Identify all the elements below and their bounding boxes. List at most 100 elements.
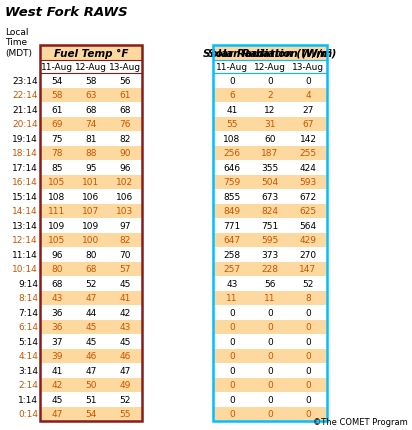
Text: 7:14: 7:14	[18, 308, 38, 317]
Bar	[213, 204, 327, 218]
Bar	[40, 262, 142, 276]
Text: 0: 0	[229, 337, 235, 346]
Bar	[40, 88, 142, 103]
Text: 80: 80	[85, 250, 97, 259]
Text: 22:14: 22:14	[12, 91, 38, 100]
Text: 849: 849	[223, 207, 241, 216]
Text: 759: 759	[223, 178, 241, 187]
Bar	[40, 175, 142, 190]
Bar	[40, 349, 142, 363]
Text: 52: 52	[302, 279, 314, 288]
Bar	[213, 117, 327, 132]
Text: 14:14: 14:14	[12, 207, 38, 216]
Text: 2:14: 2:14	[18, 381, 38, 389]
Bar	[213, 320, 327, 334]
Bar	[40, 218, 142, 233]
Text: 95: 95	[85, 163, 97, 172]
Text: 102: 102	[117, 178, 133, 187]
Text: 373: 373	[261, 250, 279, 259]
Text: 60: 60	[264, 135, 276, 144]
Text: 4:14: 4:14	[18, 351, 38, 360]
Text: 100: 100	[82, 236, 100, 245]
Text: 142: 142	[300, 135, 316, 144]
Text: 0: 0	[305, 351, 311, 360]
Text: 96: 96	[119, 163, 131, 172]
Text: 6: 6	[229, 91, 235, 100]
Text: Solar Radiation (W/m²): Solar Radiation (W/m²)	[203, 49, 337, 58]
Bar	[40, 46, 142, 421]
Text: 672: 672	[300, 192, 316, 201]
Text: 0: 0	[229, 381, 235, 389]
Text: 109: 109	[48, 221, 66, 230]
Text: 0: 0	[305, 308, 311, 317]
Text: 824: 824	[262, 207, 279, 216]
Text: 105: 105	[48, 178, 66, 187]
Bar	[213, 61, 327, 74]
Bar	[213, 46, 327, 61]
Text: 625: 625	[300, 207, 316, 216]
Text: 12-Aug: 12-Aug	[254, 63, 286, 72]
Text: 45: 45	[52, 395, 63, 404]
Text: 45: 45	[119, 337, 131, 346]
Text: 106: 106	[116, 192, 133, 201]
Text: 46: 46	[85, 351, 97, 360]
Text: 63: 63	[85, 91, 97, 100]
Bar	[213, 262, 327, 276]
Text: 76: 76	[119, 120, 131, 129]
Text: 5:14: 5:14	[18, 337, 38, 346]
Text: 67: 67	[302, 120, 314, 129]
Text: 61: 61	[51, 105, 63, 114]
Text: 27: 27	[302, 105, 314, 114]
Bar	[40, 161, 142, 175]
Text: 255: 255	[300, 149, 316, 158]
Text: 41: 41	[52, 366, 63, 375]
Text: 0: 0	[229, 77, 235, 86]
Text: 3:14: 3:14	[18, 366, 38, 375]
Text: 108: 108	[223, 135, 241, 144]
Text: 0: 0	[267, 395, 273, 404]
Text: 270: 270	[300, 250, 316, 259]
Bar	[40, 204, 142, 218]
Text: 55: 55	[119, 409, 131, 418]
Bar	[213, 46, 327, 421]
Text: 1:14: 1:14	[18, 395, 38, 404]
Text: 564: 564	[300, 221, 316, 230]
Text: 68: 68	[119, 105, 131, 114]
Bar	[40, 276, 142, 291]
Text: 109: 109	[82, 221, 100, 230]
Text: 75: 75	[51, 135, 63, 144]
Text: 424: 424	[300, 163, 316, 172]
Bar	[213, 175, 327, 190]
Bar	[40, 392, 142, 406]
Text: 11:14: 11:14	[12, 250, 38, 259]
Text: 80: 80	[51, 264, 63, 273]
Text: West Fork RAWS: West Fork RAWS	[5, 6, 128, 19]
Bar	[40, 146, 142, 161]
Text: 16:14: 16:14	[12, 178, 38, 187]
Text: 15:14: 15:14	[12, 192, 38, 201]
Bar	[40, 247, 142, 262]
Text: 90: 90	[119, 149, 131, 158]
Text: 58: 58	[85, 77, 97, 86]
Text: 61: 61	[119, 91, 131, 100]
Text: 68: 68	[51, 279, 63, 288]
Bar	[40, 190, 142, 204]
Text: 12: 12	[265, 105, 276, 114]
Text: 0: 0	[267, 366, 273, 375]
Text: 20:14: 20:14	[12, 120, 38, 129]
Text: 88: 88	[85, 149, 97, 158]
Bar	[40, 320, 142, 334]
Bar	[40, 132, 142, 146]
Text: 504: 504	[262, 178, 279, 187]
Text: 49: 49	[119, 381, 131, 389]
Text: 0: 0	[305, 366, 311, 375]
Text: 43: 43	[119, 322, 131, 332]
Text: 4: 4	[305, 91, 311, 100]
Text: 10:14: 10:14	[12, 264, 38, 273]
Text: 0: 0	[305, 322, 311, 332]
Bar	[213, 146, 327, 161]
Text: 0: 0	[267, 381, 273, 389]
Text: 41: 41	[226, 105, 238, 114]
Text: 52: 52	[85, 279, 97, 288]
Text: 52: 52	[119, 395, 131, 404]
